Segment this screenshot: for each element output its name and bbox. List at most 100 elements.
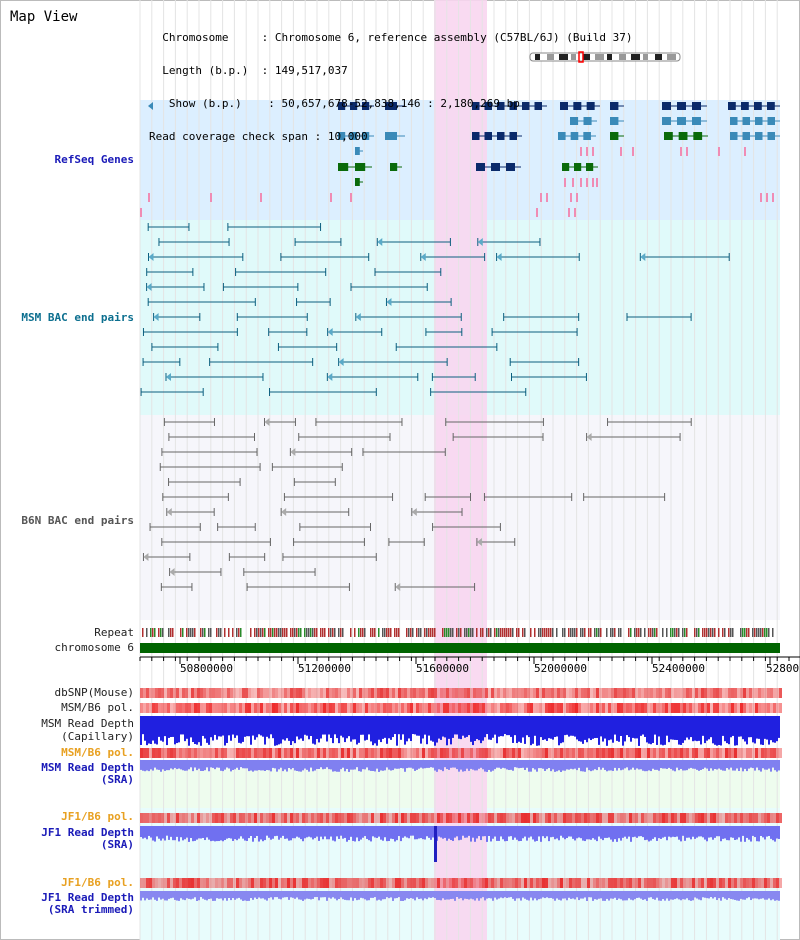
gene-pink-marker <box>586 178 588 187</box>
repeat-element <box>678 628 680 637</box>
jf1-depth-trim-bar <box>744 891 746 900</box>
b6n-bac-label[interactable]: B6N BAC end pairs <box>21 514 134 527</box>
msm-b6-pol-sra-heat-cell <box>485 748 488 758</box>
jf1-b6-pol-heat-cell <box>338 813 341 823</box>
msm-b6-pol-sra-heat-cell <box>263 748 266 758</box>
msm-b6-pol-sra-heat-cell <box>533 748 536 758</box>
msm-b6-pol-sra-heat-cell <box>611 748 614 758</box>
dbsnp-heat-cell <box>392 688 395 698</box>
msm-b6-pol-heat-cell <box>545 703 548 713</box>
msm-depth-sra-bar <box>464 760 466 772</box>
repeat-element <box>698 628 700 637</box>
msm-depth-sra-bar <box>530 760 532 772</box>
msm-b6-pol-heat-cell <box>203 703 206 713</box>
msm-depth-capillary-bar <box>646 716 648 743</box>
msm-depth-capillary-bar <box>462 716 464 736</box>
msm-depth-capillary-bar <box>770 716 772 741</box>
msm-depth-sra-bar <box>146 760 148 771</box>
jf1-b6-pol-trim-heat-cell <box>755 878 758 888</box>
jf1-depth-sra-bar <box>530 826 532 837</box>
jf1-b6-pol-trim-heat-cell <box>401 878 404 888</box>
jf1-depth-sra-bar <box>670 826 672 838</box>
jf1-depth-sra-bar <box>624 826 626 837</box>
jf1-b6-pol-heat-cell <box>248 813 251 823</box>
repeat-element <box>192 628 194 637</box>
repeat-element <box>316 628 318 637</box>
msm-b6-pol-heat-cell <box>335 703 338 713</box>
jf1-b6-pol-heat-cell <box>350 813 353 823</box>
dbsnp-heat-cell <box>269 688 272 698</box>
jf1-depth-sra-bar <box>558 826 560 841</box>
msm-depth-sra-bar <box>550 760 552 772</box>
msm-b6-pol-heat-cell <box>185 703 188 713</box>
gene-exon <box>677 117 686 125</box>
dbsnp-heat-cell <box>620 688 623 698</box>
msm-depth-capillary-bar <box>392 716 394 738</box>
msm-depth-capillary-bar <box>658 716 660 737</box>
msm-b6-pol-sra-heat-cell <box>476 748 479 758</box>
axis-tick-label: 52400000 <box>652 662 705 675</box>
msm-b6-pol-heat-cell <box>437 703 440 713</box>
msm-b6-pol-sra-heat-cell <box>593 748 596 758</box>
msm-depth-capillary-bar <box>176 716 178 744</box>
dbsnp-heat-cell <box>494 688 497 698</box>
gene-exon <box>350 132 358 140</box>
jf1-depth-sra-bar <box>416 826 418 840</box>
msm-depth-capillary-bar <box>280 716 282 744</box>
msm-depth-sra-bar <box>222 760 224 772</box>
msm-depth-sra-bar <box>504 760 506 769</box>
repeat-element <box>760 628 762 637</box>
repeat-element <box>170 628 172 637</box>
dbsnp-heat-cell <box>668 688 671 698</box>
msm-b6-pol-heat-cell <box>563 703 566 713</box>
dbsnp-heat-cell <box>356 688 359 698</box>
dbsnp-heat-cell <box>641 688 644 698</box>
msm-depth-capillary-bar <box>430 716 432 741</box>
msm-depth-sra-bar <box>718 760 720 769</box>
dbsnp-heat-cell <box>605 688 608 698</box>
msm-depth-sra-bar <box>650 760 652 772</box>
msm-bac-pair-arrow <box>640 253 646 261</box>
msm-depth-sra-bar <box>144 760 146 772</box>
dbsnp-heat-cell <box>488 688 491 698</box>
gene-exon <box>767 102 775 110</box>
msm-depth-sra-bar <box>754 760 756 771</box>
refseq-genes-label[interactable]: RefSeq Genes <box>54 153 134 166</box>
msm-b6-pol-sra-heat-cell <box>233 748 236 758</box>
dbsnp-heat-cell <box>227 688 230 698</box>
dbsnp-heat-cell <box>140 688 143 698</box>
jf1-depth-trim-bar <box>346 891 348 901</box>
msm-depth-capillary-bar <box>712 716 714 744</box>
msm-b6-pol-sra-heat-cell <box>188 748 191 758</box>
jf1-b6-pol-trim-heat-cell <box>383 878 386 888</box>
dbsnp-heat-cell <box>335 688 338 698</box>
jf1-depth-sra-bar <box>238 826 240 839</box>
msm-depth-capillary-bar <box>352 716 354 740</box>
msm-b6-pol-heat-cell <box>530 703 533 713</box>
gene-pink-marker <box>586 147 588 156</box>
jf1-depth-sra-bar <box>774 826 776 842</box>
jf1-depth-trim-bar <box>410 891 412 899</box>
msm-b6-pol-heat-cell <box>560 703 563 713</box>
jf1-depth-sra-bar <box>230 826 232 839</box>
jf1-b6-pol-trim-heat-cell <box>212 878 215 888</box>
msm-depth-capillary-bar <box>504 716 506 735</box>
jf1-depth-trim-bar <box>204 891 206 900</box>
jf1-b6-pol-heat-cell <box>596 813 599 823</box>
msm-depth-sra-bar <box>192 760 194 772</box>
msm-bac-label[interactable]: MSM BAC end pairs <box>21 311 134 324</box>
msm-b6-pol-sra-heat-cell <box>425 748 428 758</box>
msm-depth-capillary-bar <box>422 716 424 739</box>
jf1-b6-pol-heat-cell <box>371 813 374 823</box>
msm-depth-sra-bar <box>184 760 186 771</box>
jf1-b6-pol-heat-cell <box>251 813 254 823</box>
msm-depth-sra-bar <box>408 760 410 768</box>
msm-depth-capillary-bar <box>428 716 430 736</box>
msm-depth-capillary-bar <box>188 716 190 746</box>
jf1-depth-trim-bar <box>540 891 542 899</box>
repeat-element <box>510 628 512 637</box>
msm-b6-pol-sra-heat-cell <box>197 748 200 758</box>
msm-depth-capillary-bar <box>632 716 634 738</box>
msm-b6-pol-sra-heat-cell <box>677 748 680 758</box>
